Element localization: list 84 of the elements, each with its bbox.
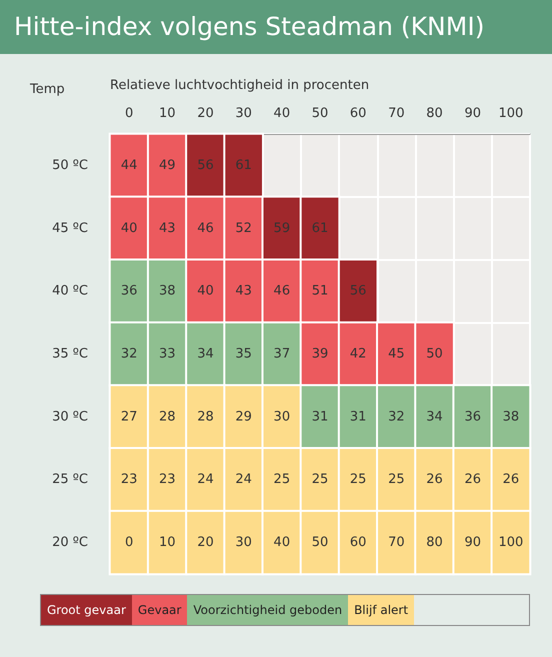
y-tick-label: 50 ºC <box>52 158 88 173</box>
text: Groot gevaar <box>41 595 132 625</box>
text: Voorzichtigheid geboden <box>187 595 348 625</box>
data-label: 56 <box>197 158 214 173</box>
x-tick-label: 20 <box>197 106 214 121</box>
data-label: 25 <box>274 472 290 488</box>
data-label: 61 <box>312 220 328 236</box>
data-label: 28 <box>159 409 176 424</box>
data-label: 56 <box>350 284 366 299</box>
data-label: 90 <box>464 535 481 550</box>
data-label: 44 <box>120 158 138 173</box>
data-label: 34 <box>426 409 443 424</box>
y-tick-label: 35 ºC <box>52 346 88 362</box>
data-label: 37 <box>274 346 290 362</box>
data-label: 51 <box>312 284 328 299</box>
data-label: 43 <box>235 284 252 299</box>
chart-title: Hitte-index volgens Steadman (KNMI) <box>0 0 552 54</box>
data-label: 49 <box>159 158 176 173</box>
data-label: 42 <box>350 346 366 362</box>
y-axis-title: Temp <box>29 82 65 97</box>
data-label: 59 <box>274 220 290 236</box>
data-label: 50 <box>312 535 328 550</box>
data-label: 28 <box>197 409 214 424</box>
x-tick-label: 40 <box>274 106 290 121</box>
data-label: 0 <box>124 535 134 550</box>
x-tick-label: 60 <box>350 106 366 121</box>
x-tick-label: 0 <box>124 106 134 121</box>
data-label: 100 <box>498 535 524 550</box>
data-label: 46 <box>274 284 290 299</box>
text: Blijf alert <box>348 595 414 625</box>
data-label: 40 <box>197 284 214 299</box>
data-label: 20 <box>197 535 214 550</box>
data-label: 33 <box>159 346 176 362</box>
data-label: 36 <box>464 409 481 424</box>
y-tick-label: 40 ºC <box>52 284 88 299</box>
data-label: 34 <box>197 346 214 362</box>
x-tick-label: 70 <box>388 106 405 121</box>
data-label: 40 <box>274 535 290 550</box>
data-label: 38 <box>502 409 520 424</box>
data-label: 29 <box>235 409 252 424</box>
y-tick-label: 25 ºC <box>52 472 88 488</box>
data-label: 70 <box>388 535 405 550</box>
data-label: 80 <box>426 535 443 550</box>
data-label: 31 <box>350 409 366 424</box>
data-label: 32 <box>120 346 138 362</box>
y-tick-label: 20 ºC <box>52 535 88 550</box>
data-label: 38 <box>159 284 176 299</box>
data-label: 50 <box>426 346 443 362</box>
y-tick-label: 45 ºC <box>52 220 88 236</box>
x-tick-label: 50 <box>312 106 328 121</box>
x-tick-label: 10 <box>159 106 176 121</box>
x-tick-label: 30 <box>235 106 252 121</box>
data-label: 10 <box>159 535 176 550</box>
data-label: 23 <box>159 472 176 488</box>
text: Gevaar <box>132 595 188 625</box>
data-label: 30 <box>235 535 252 550</box>
data-label: 23 <box>120 472 138 488</box>
data-label: 45 <box>388 346 405 362</box>
data-label: 25 <box>312 472 328 488</box>
x-axis-title: Relatieve luchtvochtigheid in procenten <box>110 78 370 93</box>
data-label: 31 <box>312 409 328 424</box>
data-label: 46 <box>197 220 214 236</box>
data-label: 24 <box>235 472 252 488</box>
x-tick-label: 90 <box>464 106 481 121</box>
data-label: 26 <box>502 472 520 488</box>
data-label: 25 <box>388 472 405 488</box>
y-tick-label: 30 ºC <box>52 409 88 424</box>
data-label: 25 <box>350 472 366 488</box>
data-label: 39 <box>312 346 328 362</box>
data-label: 26 <box>426 472 443 488</box>
x-tick-label: 100 <box>498 106 524 121</box>
data-label: 60 <box>350 535 366 550</box>
x-tick-label: 80 <box>426 106 443 121</box>
data-label: 26 <box>464 472 481 488</box>
data-label: 30 <box>274 409 290 424</box>
data-label: 27 <box>120 409 138 424</box>
data-label: 43 <box>159 220 176 236</box>
data-label: 61 <box>235 158 252 173</box>
data-label: 24 <box>197 472 214 488</box>
data-label: 52 <box>235 220 252 236</box>
data-label: 32 <box>388 409 405 424</box>
data-label: 35 <box>235 346 252 362</box>
data-label: 40 <box>120 220 138 236</box>
data-label: 36 <box>120 284 138 299</box>
